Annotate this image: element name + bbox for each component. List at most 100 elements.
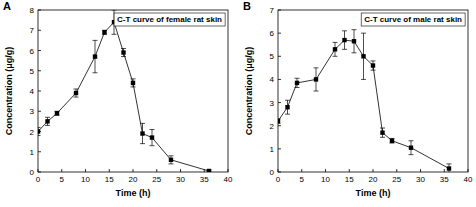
y-tick	[38, 111, 41, 112]
y-tick-label: 2	[30, 128, 35, 137]
data-point	[150, 135, 154, 139]
x-tick-label: 40	[464, 175, 473, 184]
y-tick-label: 0	[30, 168, 35, 177]
x-tick-label: 10	[81, 175, 90, 184]
y-tick	[38, 70, 41, 71]
plot-frame	[278, 10, 468, 172]
data-point	[140, 131, 144, 135]
chart-title: C-T curve of female rat skin	[117, 15, 222, 24]
y-tick-label: 7	[30, 26, 35, 35]
x-tick-label: 15	[345, 175, 354, 184]
y-tick	[278, 56, 281, 57]
x-tick-label: 5	[300, 175, 305, 184]
data-point	[314, 77, 318, 81]
x-tick-label: 0	[276, 175, 281, 184]
data-point	[371, 63, 375, 67]
x-tick-label: 30	[176, 175, 185, 184]
y-tick	[278, 125, 281, 126]
y-tick	[278, 102, 281, 103]
data-point	[333, 47, 337, 51]
error-bar	[55, 111, 60, 115]
error-bar	[169, 156, 174, 164]
x-tick-label: 15	[105, 175, 114, 184]
x-tick-label: 25	[392, 175, 401, 184]
error-bar	[102, 30, 107, 34]
x-tick-label: 5	[60, 175, 65, 184]
error-bar	[314, 68, 319, 91]
error-bar	[361, 33, 366, 79]
x-tick	[444, 169, 445, 172]
error-bar	[380, 128, 385, 137]
data-point	[93, 54, 97, 58]
data-point	[295, 81, 299, 85]
x-tick	[325, 169, 326, 172]
y-tick	[278, 148, 281, 149]
x-tick	[85, 169, 86, 172]
panel: B051015202530354001234567Time (h)Concent…	[243, 0, 473, 198]
x-tick	[349, 169, 350, 172]
error-bar	[38, 127, 41, 135]
error-bar	[131, 79, 136, 87]
error-bar	[121, 48, 126, 56]
title-box	[361, 13, 465, 26]
error-bar	[390, 138, 395, 143]
y-tick-label: 5	[30, 67, 35, 76]
data-point	[361, 54, 365, 58]
y-tick-label: 3	[30, 107, 35, 116]
y-axis-label: Concentration (μg/g)	[244, 47, 254, 136]
data-point	[380, 130, 384, 134]
y-tick-label: 2	[270, 122, 275, 131]
x-axis-label: Time (h)	[356, 188, 391, 198]
error-bar	[352, 30, 357, 53]
y-tick-label: 3	[270, 99, 275, 108]
y-tick	[38, 30, 41, 31]
data-point	[45, 119, 49, 123]
x-tick	[373, 169, 374, 172]
y-tick-label: 0	[270, 168, 275, 177]
x-tick-label: 40	[224, 175, 233, 184]
plot-frame	[38, 10, 228, 172]
data-point	[38, 129, 40, 133]
x-tick	[180, 169, 181, 172]
panel-label: B	[243, 0, 251, 12]
data-point	[390, 139, 394, 143]
data-point	[342, 38, 346, 42]
error-bar	[285, 100, 290, 114]
data-point	[278, 119, 280, 123]
plot-data	[38, 10, 212, 172]
panel: A0510152025303540012345678Time (h)Concen…	[3, 0, 233, 198]
y-tick-label: 7	[270, 6, 275, 15]
data-point	[169, 158, 173, 162]
x-tick-label: 25	[152, 175, 161, 184]
y-tick	[38, 151, 41, 152]
y-tick-label: 1	[270, 145, 275, 154]
error-bar	[371, 61, 376, 70]
error-bar	[93, 40, 98, 72]
data-point	[121, 50, 125, 54]
error-bar	[150, 129, 155, 145]
error-bar	[140, 123, 145, 143]
data-point	[131, 81, 135, 85]
data-point	[102, 30, 106, 34]
panel-label: A	[3, 0, 11, 12]
y-tick-label: 4	[30, 87, 35, 96]
y-tick	[38, 50, 41, 51]
x-tick-label: 30	[416, 175, 425, 184]
y-tick-label: 5	[270, 52, 275, 61]
error-bar	[447, 164, 452, 172]
x-tick	[396, 169, 397, 172]
data-point	[55, 111, 59, 115]
y-tick	[38, 91, 41, 92]
x-tick-label: 10	[321, 175, 330, 184]
y-tick-label: 6	[270, 29, 275, 38]
error-bar	[333, 42, 338, 56]
y-tick	[278, 79, 281, 80]
error-bar	[342, 31, 347, 50]
x-tick-label: 35	[200, 175, 209, 184]
x-tick-label: 0	[36, 175, 41, 184]
x-tick	[109, 169, 110, 172]
error-bar	[278, 119, 281, 124]
error-bar	[74, 89, 79, 97]
data-point	[447, 166, 451, 170]
x-tick-label: 35	[440, 175, 449, 184]
